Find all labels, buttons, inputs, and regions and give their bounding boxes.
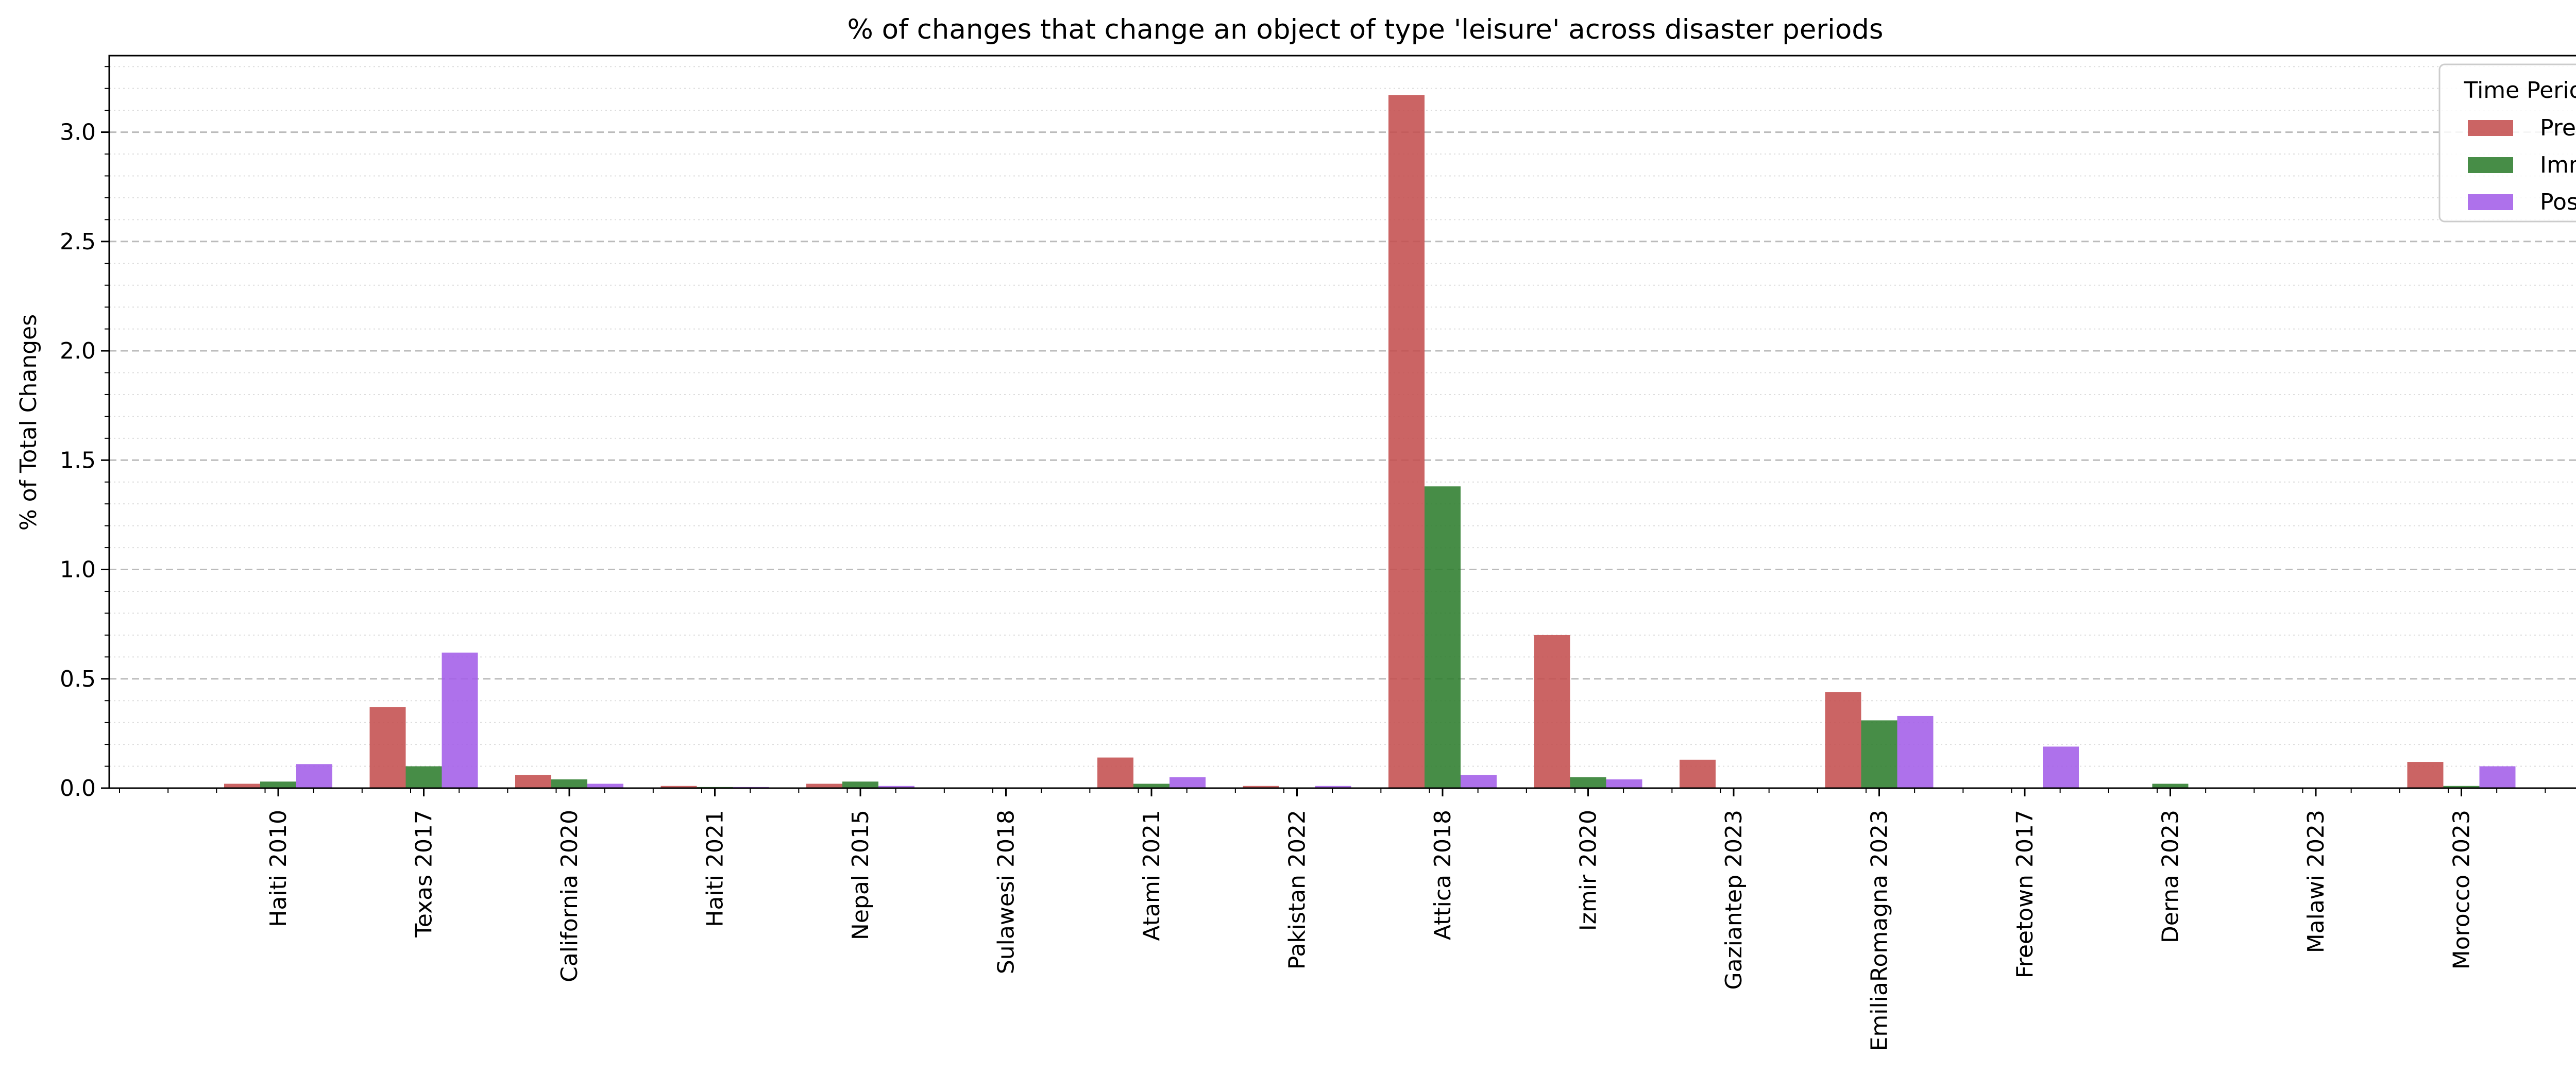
bar-post-nepal-2015 [878,786,914,788]
bar-post-attica-2018 [1461,775,1497,788]
bar-pre-haiti-2021 [660,786,697,788]
x-tick-label: Sulawesi 2018 [993,810,1020,974]
bar-imm-haiti-2010 [260,781,296,788]
bar-imm-emiliaromagna-2023 [1861,720,1897,788]
bar-pre-izmir-2020 [1534,635,1570,788]
y-tick-label: 3.0 [60,120,96,146]
x-tick-label: Attica 2018 [1430,810,1456,940]
bar-pre-gaziantep-2023 [1680,759,1716,788]
bar-imm-california-2020 [551,779,587,788]
y-axis-label: % of Total Changes [15,314,42,531]
chart-title: % of changes that change an object of ty… [847,14,1883,45]
bar-pre-nepal-2015 [806,784,842,788]
bar-pre-emiliaromagna-2023 [1825,692,1861,788]
legend-swatch-post [2468,194,2513,210]
bar-imm-morocco-2023 [2443,786,2480,788]
bars-layer [224,95,2516,788]
axes-layer: 0.0 0.5 1.0 1.5 2.0 2.5 3.0 Haiti 2010 Texas 201… [60,55,2576,1051]
y-tick-label: 0.0 [60,775,96,802]
x-tick-label: Malawi 2023 [2303,810,2329,953]
bar-post-morocco-2023 [2479,766,2516,788]
legend-box [2438,63,2576,223]
x-tick-label: Morocco 2023 [2449,810,2475,969]
y-tick-label: 0.5 [60,666,96,692]
bar-pre-texas-2017 [369,707,406,788]
bar-pre-atami-2021 [1097,757,1133,788]
x-tick-label: Izmir 2020 [1575,810,1602,931]
x-tick-label: Atami 2021 [1139,810,1165,941]
bar-post-haiti-2010 [296,764,332,788]
x-tick-label: Haiti 2010 [265,810,292,927]
bar-post-freetown-2017 [2043,746,2079,788]
bar-post-california-2020 [587,784,623,788]
legend-swatch-pre [2468,120,2513,136]
x-tick-label: Haiti 2021 [702,810,728,927]
x-tick-label: EmiliaRomagna 2023 [1867,810,1893,1051]
legend-label-pre: Pre [2540,115,2576,141]
bar-imm-texas-2017 [405,766,442,788]
x-tick-label: Pakistan 2022 [1284,810,1311,969]
bar-post-emiliaromagna-2023 [1897,716,1934,788]
bar-post-texas-2017 [442,652,478,788]
legend-title: Time Period [2464,77,2576,104]
legend-swatch-imm [2468,157,2513,173]
x-tick-label: Gaziantep 2023 [1721,810,1747,990]
bar-imm-attica-2018 [1425,486,1461,788]
y-tick-label: 1.0 [60,557,96,583]
bar-imm-nepal-2015 [842,781,878,788]
x-tick-label: Nepal 2015 [848,810,874,940]
bar-pre-morocco-2023 [2407,762,2444,788]
legend: Time Period Pre Imm Post [2438,63,2576,223]
legend-label-imm: Imm [2540,152,2576,178]
plot-frame [108,55,2576,789]
bar-post-atami-2021 [1170,777,1206,788]
bar-pre-attica-2018 [1388,95,1425,788]
x-tick-label: Freetown 2017 [2012,810,2038,978]
bar-pre-haiti-2010 [224,784,260,788]
bar-imm-izmir-2020 [1570,777,1606,788]
bar-pre-pakistan-2022 [1243,786,1279,788]
grid-layer [109,66,2576,767]
x-tick-label: California 2020 [556,810,583,982]
x-tick-label: Derna 2023 [2158,810,2184,943]
bar-post-pakistan-2022 [1315,786,1351,788]
legend-label-post: Post [2540,189,2576,215]
bar-imm-derna-2023 [2152,784,2189,788]
y-tick-label: 1.5 [60,447,96,473]
bar-post-izmir-2020 [1606,779,1642,788]
x-tick-label: Texas 2017 [411,810,437,938]
bar-imm-atami-2021 [1133,784,1170,788]
y-tick-label: 2.0 [60,338,96,364]
bar-pre-california-2020 [515,775,551,788]
y-tick-label: 2.5 [60,229,96,255]
